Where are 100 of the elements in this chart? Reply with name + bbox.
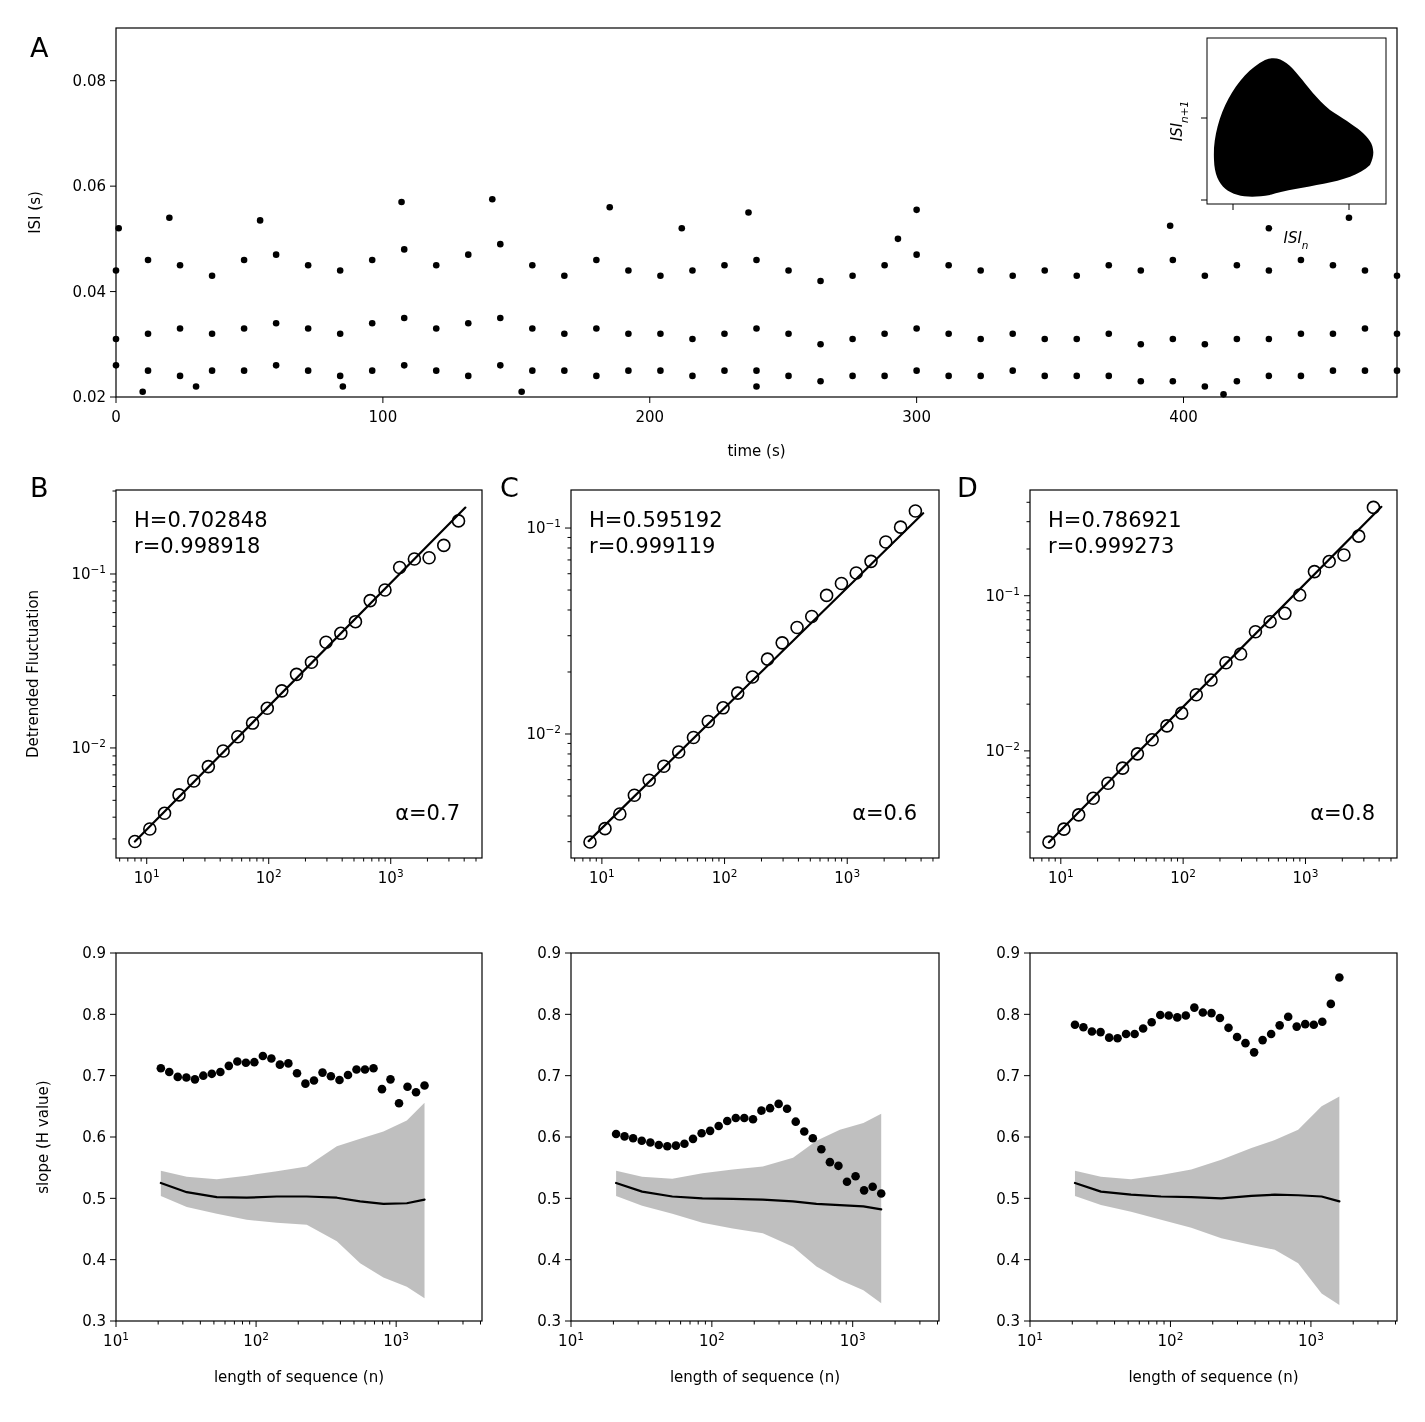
point (190, 1075, 200, 1084)
point (407, 552, 422, 566)
y-tick-label: 10$^{−2}$ (526, 723, 561, 744)
y-tick-label: 0.02 (72, 388, 106, 407)
point (671, 745, 686, 759)
point (292, 1068, 302, 1078)
point (799, 1127, 809, 1136)
point (1224, 1023, 1233, 1033)
point (1147, 1018, 1156, 1027)
point (740, 1113, 749, 1123)
point (876, 1189, 886, 1198)
point (745, 670, 760, 684)
y-tick-label: 0.08 (72, 71, 106, 90)
point (657, 759, 671, 774)
point (348, 614, 363, 629)
point (182, 1073, 191, 1082)
point (834, 576, 849, 591)
point (201, 759, 216, 774)
point (842, 1177, 852, 1187)
point (760, 652, 775, 666)
point (1181, 1011, 1191, 1020)
y-tick-label: 0.5 (996, 1189, 1020, 1208)
x-tick-label: 10$^{3}$ (1292, 867, 1319, 887)
point (627, 788, 642, 803)
chart-title: B (30, 472, 49, 503)
point (231, 729, 245, 744)
point (1138, 1024, 1148, 1033)
point (1121, 1029, 1131, 1039)
y-axis-title: ISI (s) (26, 191, 44, 234)
point (654, 1140, 664, 1150)
y-tick-label: 0.4 (996, 1250, 1020, 1269)
point (879, 535, 893, 549)
x-tick-label: 10$^{2}$ (1170, 867, 1197, 887)
point (808, 1133, 818, 1143)
annotation: r=0.999119 (589, 534, 716, 558)
point (849, 566, 864, 580)
point (207, 1069, 217, 1079)
y-tick-label: 0.7 (537, 1066, 561, 1085)
y-tick-label: 10$^{−2}$ (985, 740, 1020, 761)
point (1300, 1019, 1310, 1029)
annotation: H=0.702848 (134, 508, 268, 532)
y-tick-label: 0.4 (537, 1250, 561, 1269)
point (1309, 1020, 1319, 1030)
point (451, 514, 466, 528)
point (422, 550, 436, 565)
x-tick-label: 10$^{1}$ (133, 867, 160, 887)
point (403, 1082, 412, 1092)
x-tick-label: 10$^{1}$ (558, 1330, 584, 1350)
point (1155, 1010, 1165, 1020)
point (775, 636, 789, 650)
point (598, 821, 612, 836)
point (731, 1113, 741, 1123)
point (156, 1064, 166, 1073)
point (1249, 1048, 1259, 1057)
point (326, 1071, 336, 1081)
point (1278, 606, 1292, 621)
point (216, 1067, 225, 1077)
y-tick-label: 10$^{−1}$ (985, 584, 1020, 605)
x-tick-label: 10$^{1}$ (103, 1330, 129, 1350)
annotation: ISI$_{n}$ (1283, 229, 1309, 251)
x-tick-label: 10$^{2}$ (1157, 1330, 1184, 1350)
point (1198, 1008, 1208, 1017)
chart-title: A (30, 32, 49, 63)
point (1145, 732, 1159, 747)
y-tick-label: 0.7 (82, 1066, 106, 1085)
x-axis-title: length of sequence (n) (213, 1368, 385, 1386)
point (1172, 1013, 1182, 1022)
point (705, 1126, 715, 1136)
point (851, 1171, 860, 1181)
x-tick-label: 10$^{2}$ (698, 1330, 725, 1350)
point (859, 1186, 869, 1195)
point (1337, 548, 1351, 562)
point (790, 620, 804, 635)
point (360, 1065, 370, 1074)
point (334, 626, 348, 641)
point (186, 774, 201, 788)
point (1079, 1022, 1088, 1032)
point (620, 1132, 629, 1141)
y-tick-label: 0.8 (537, 1005, 561, 1024)
point (1189, 687, 1204, 702)
point (1263, 614, 1277, 629)
annotation: H=0.595192 (589, 508, 723, 532)
annotation: r=0.998918 (134, 534, 261, 558)
point (1113, 1033, 1122, 1043)
point (716, 701, 730, 715)
annotation: r=0.999273 (1048, 534, 1175, 558)
point (250, 1057, 259, 1067)
point (868, 1182, 877, 1191)
point (908, 504, 923, 518)
annotation: α=0.7 (395, 801, 460, 825)
point (304, 655, 319, 670)
point (1241, 1038, 1250, 1048)
point (267, 1054, 276, 1063)
point (1215, 1013, 1225, 1023)
y-tick-label: 0.4 (82, 1250, 106, 1269)
point (1233, 647, 1248, 661)
point (583, 835, 597, 849)
point (258, 1051, 268, 1061)
x-tick-label: 10$^{3}$ (834, 867, 861, 887)
point (1266, 1029, 1276, 1039)
